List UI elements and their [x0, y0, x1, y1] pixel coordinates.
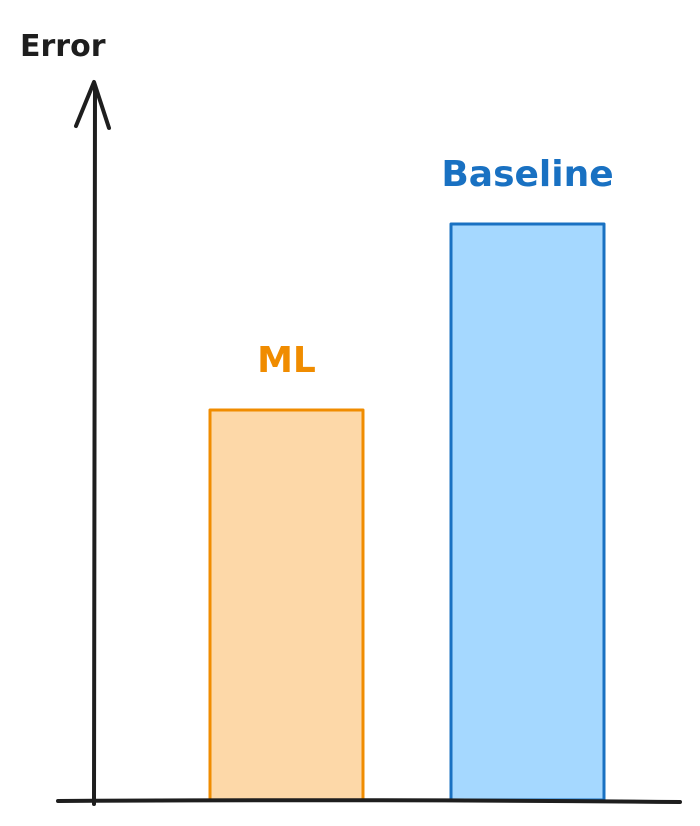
bar-baseline: [449, 222, 606, 802]
bar-ml: [208, 408, 365, 802]
bar-label-ml: ML: [257, 340, 316, 381]
y-axis-title: Error: [20, 29, 106, 64]
y-axis-arrowhead: [74, 80, 111, 130]
bar-label-baseline: Baseline: [441, 154, 613, 195]
y-axis-line: [91, 84, 97, 806]
x-axis-line: [56, 798, 682, 804]
